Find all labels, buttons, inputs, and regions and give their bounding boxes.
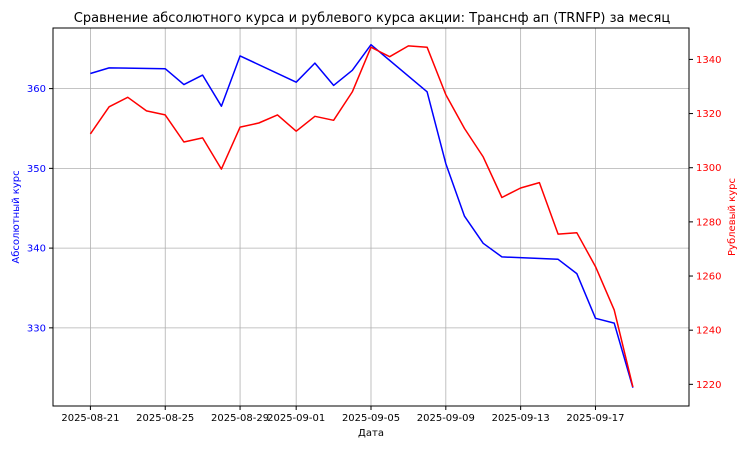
y-right-tick-label: 1300 bbox=[696, 163, 721, 174]
y-left-tick-label: 340 bbox=[27, 244, 46, 255]
y-axis-left-label: Абсолютный курс bbox=[11, 170, 22, 263]
chart-title: Сравнение абсолютного курса и рублевого … bbox=[74, 11, 671, 26]
x-tick-label: 2025-08-29 bbox=[211, 413, 269, 424]
x-tick-label: 2025-08-21 bbox=[61, 413, 119, 424]
y-right-tick-label: 1220 bbox=[696, 380, 721, 391]
series-line-absolute bbox=[90, 43, 634, 388]
y-right-tick-label: 1320 bbox=[696, 109, 721, 120]
x-axis-label: Дата bbox=[358, 428, 384, 439]
y-right-tick-label: 1240 bbox=[696, 326, 721, 337]
y-right-tick-label: 1280 bbox=[696, 217, 721, 228]
y-right-tick-label: 1260 bbox=[696, 272, 721, 283]
x-tick-label: 2025-09-13 bbox=[492, 413, 550, 424]
tick-marks: 2025-08-21 2025-08-25 2025-08-292025-09-01… bbox=[27, 55, 722, 424]
y-left-tick-label: 330 bbox=[27, 323, 46, 334]
grid-lines bbox=[53, 28, 689, 406]
y-right-tick-label: 1340 bbox=[696, 55, 721, 66]
x-tick-label: 2025-09-09 bbox=[417, 413, 475, 424]
x-tick-label: 2025-09-17 bbox=[566, 413, 624, 424]
y-left-tick-label: 360 bbox=[27, 84, 46, 95]
x-tick-label: 2025-09-01 bbox=[267, 413, 325, 424]
y-axis-right-label: Рублевый курс bbox=[727, 178, 738, 256]
y-left-tick-label: 350 bbox=[27, 164, 46, 175]
series-lines bbox=[89, 43, 634, 388]
series-line-ruble bbox=[89, 45, 634, 388]
x-tick-label: 2025-08-25 bbox=[136, 413, 194, 424]
x-tick-label: 2025-09-05 bbox=[342, 413, 400, 424]
